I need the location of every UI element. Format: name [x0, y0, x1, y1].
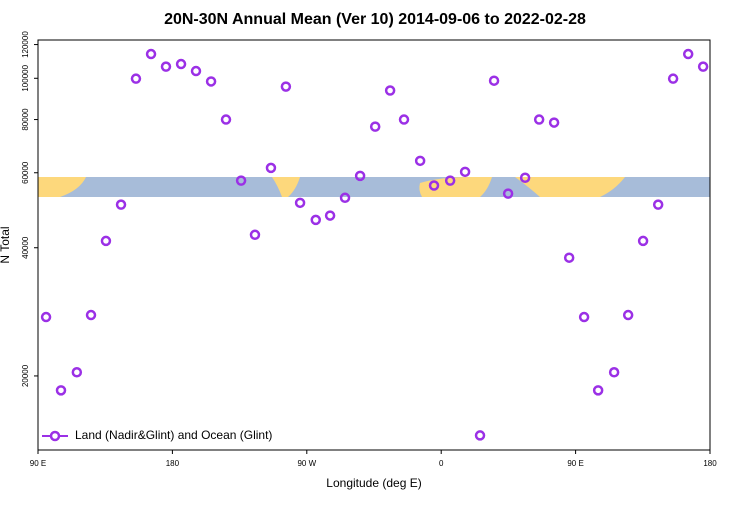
y-tick-label: 80000 [21, 108, 30, 131]
point [369, 121, 381, 132]
y-tick-label: 120000 [21, 31, 30, 58]
point [294, 197, 306, 209]
point [100, 235, 112, 247]
x-tick-label: 90 E [567, 459, 583, 468]
x-tick-label: 90 W [297, 459, 316, 468]
point [414, 155, 426, 167]
point [428, 180, 440, 191]
point [474, 430, 486, 441]
point [622, 309, 634, 321]
point [502, 188, 514, 199]
x-tick-label: 180 [166, 459, 180, 468]
y-tick-label: 60000 [21, 161, 30, 184]
x-tick-label: 180 [703, 459, 717, 468]
point [682, 48, 694, 60]
plot-frame [37, 39, 711, 451]
point [55, 385, 67, 396]
legend-label: Land (Nadir&Glint) and Ocean (Glint) [75, 428, 272, 442]
point [280, 81, 292, 92]
legend-marker [49, 430, 61, 442]
point [235, 175, 247, 186]
point [130, 73, 142, 84]
point [578, 311, 590, 323]
point [265, 162, 277, 174]
y-axis-title: N Total [0, 226, 12, 263]
point [592, 385, 604, 396]
point [324, 210, 336, 221]
point [533, 114, 545, 125]
point [459, 166, 471, 178]
point [488, 75, 500, 86]
point [205, 76, 217, 87]
point [444, 175, 456, 186]
y-tick-label: 20000 [21, 364, 30, 387]
point [85, 309, 97, 321]
x-tick-label: 0 [439, 459, 444, 468]
map-band [38, 177, 710, 197]
point [667, 73, 679, 84]
point [145, 48, 157, 60]
point [249, 229, 261, 241]
point [354, 170, 366, 182]
point [519, 172, 531, 184]
point [160, 61, 172, 72]
point [310, 214, 322, 226]
point [384, 85, 396, 96]
x-axis-title: Longitude (deg E) [326, 476, 421, 490]
point [637, 235, 649, 247]
y-tick-label: 100000 [21, 64, 30, 91]
point [608, 367, 620, 378]
point [115, 199, 127, 210]
point [652, 199, 664, 210]
point [563, 252, 575, 263]
point [71, 367, 83, 378]
chart-title: 20N-30N Annual Mean (Ver 10) 2014-09-06 … [164, 11, 586, 28]
y-tick-label: 40000 [21, 236, 30, 259]
point [40, 311, 52, 323]
point [175, 58, 187, 70]
point [339, 192, 351, 204]
point [398, 114, 410, 125]
point [190, 65, 202, 77]
x-tick-label: 90 E [30, 459, 46, 468]
point [548, 117, 560, 128]
point [697, 61, 709, 72]
point [220, 114, 232, 125]
